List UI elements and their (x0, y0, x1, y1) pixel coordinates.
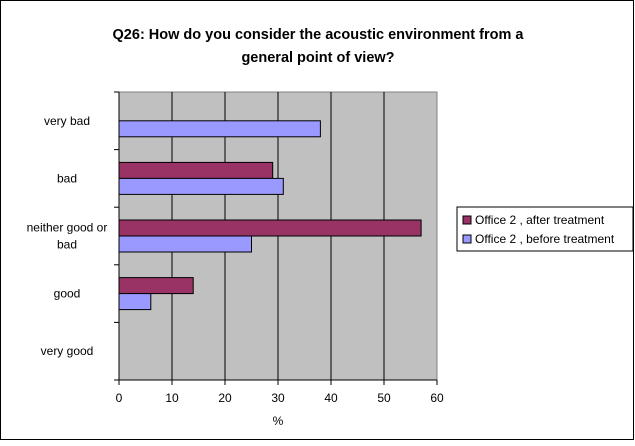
category-label: bad (57, 171, 77, 185)
x-tick-label: 30 (271, 391, 285, 405)
bar-after-3 (118, 277, 194, 295)
bar-after-2 (118, 219, 422, 237)
x-tick-label: 40 (324, 391, 338, 405)
legend: Office 2 , after treatment Office 2 , bef… (456, 206, 634, 252)
category-label: very bad (44, 114, 90, 128)
x-tick-label: 20 (218, 391, 232, 405)
legend-swatch (462, 215, 472, 225)
bar-before-0 (118, 120, 321, 138)
tick-labels: 0 10 20 30 40 50 60 (116, 391, 444, 405)
x-tick-label: 50 (377, 391, 391, 405)
legend-box (456, 206, 634, 252)
bar-before-1 (118, 177, 284, 195)
legend-label: Office 2 , before treatment (475, 232, 615, 246)
x-tick-label: 60 (430, 391, 444, 405)
category-label: bad (57, 238, 77, 252)
category-labels: very bad bad neither good or bad good very go… (27, 114, 108, 358)
category-label: neither good or (27, 221, 108, 235)
axes-group (114, 91, 438, 385)
bar-before-2 (118, 235, 252, 253)
x-axis-title: % (273, 414, 284, 428)
chart-title-line1: Q26: How do you consider the acoustic en… (113, 27, 525, 43)
bars-group (118, 120, 422, 311)
legend-swatch (462, 234, 472, 244)
bar-after-1 (118, 161, 274, 179)
bar-before-3 (118, 293, 152, 311)
x-tick-label: 0 (116, 391, 123, 405)
category-label: good (54, 287, 81, 301)
category-label: very good (41, 344, 94, 358)
legend-label: Office 2 , after treatment (475, 213, 605, 227)
chart-title-line2: general point of view? (241, 50, 394, 66)
x-tick-label: 10 (165, 391, 179, 405)
